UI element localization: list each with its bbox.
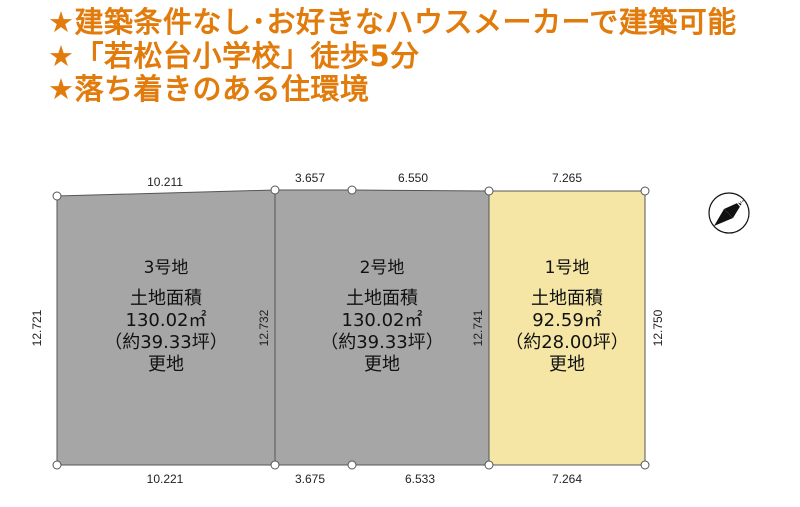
- lot-3-area-label: 土地面積: [130, 288, 202, 309]
- corner-marker: [640, 186, 650, 196]
- dim-side-lot2-lot1: 12.741: [471, 309, 485, 346]
- dim-side-lot3-lot2: 12.732: [257, 309, 271, 346]
- corner-marker: [52, 460, 62, 470]
- corner-marker: [270, 460, 280, 470]
- lot-3-name: 3号地: [144, 258, 189, 278]
- headline-2: ★「若松台小学校」徒歩5分: [48, 38, 420, 73]
- lot-2-area: 130.02㎡: [342, 309, 423, 331]
- lot-3-status: 更地: [148, 354, 184, 375]
- dim-top-lot1: 7.265: [552, 171, 582, 185]
- dim-bottom-lot2-b: 6.533: [405, 472, 435, 486]
- lot-3-tsubo: （約39.33坪）: [104, 332, 228, 353]
- lot-2-name: 2号地: [360, 258, 405, 278]
- dim-side-right: 12.750: [651, 309, 665, 346]
- lot-3-label: 3号地 土地面積 130.02㎡ （約39.33坪） 更地: [104, 258, 228, 375]
- lot-3-area: 130.02㎡: [126, 309, 207, 331]
- corner-marker: [640, 460, 650, 470]
- corner-marker: [484, 186, 494, 196]
- corner-marker: [484, 460, 494, 470]
- dim-bottom-lot2-a: 3.675: [295, 472, 325, 486]
- lot-1-area-label: 土地面積: [531, 288, 603, 309]
- corner-marker: [347, 185, 357, 195]
- corner-marker: [52, 191, 62, 201]
- lot-1-tsubo: （約28.00坪）: [505, 332, 629, 353]
- lot-2-tsubo: （約39.33坪）: [320, 332, 444, 353]
- headline-3: ★落ち着きのある住環境: [48, 72, 370, 106]
- corner-marker: [347, 460, 357, 470]
- dim-bottom-lot1: 7.264: [552, 472, 582, 486]
- corner-markers: [52, 185, 650, 470]
- lot-1-status: 更地: [549, 354, 585, 375]
- lot-2-label: 2号地 土地面積 130.02㎡ （約39.33坪） 更地: [320, 258, 444, 375]
- headline-block: ★建築条件なし･お好きなハウスメーカーで建築可能 ★「若松台小学校」徒歩5分 ★…: [48, 5, 737, 107]
- dim-bottom-lot3: 10.221: [147, 472, 184, 486]
- lot-2-area-label: 土地面積: [346, 288, 418, 309]
- dim-top-lot2-b: 6.550: [398, 171, 428, 185]
- lot-1-area: 92.59㎡: [532, 309, 602, 331]
- dim-top-lot3: 10.211: [147, 175, 183, 189]
- corner-marker: [270, 185, 280, 195]
- dim-top-lot2-a: 3.657: [295, 171, 325, 185]
- lot-1-label: 1号地 土地面積 92.59㎡ （約28.00坪） 更地: [505, 258, 629, 375]
- headline-1: ★建築条件なし･お好きなハウスメーカーで建築可能: [48, 5, 737, 39]
- compass-north-label: N: [734, 197, 745, 209]
- dim-side-left: 12.721: [30, 309, 44, 346]
- lot-2-status: 更地: [364, 354, 400, 375]
- lot-1-name: 1号地: [545, 258, 590, 278]
- compass-icon: N: [708, 192, 750, 234]
